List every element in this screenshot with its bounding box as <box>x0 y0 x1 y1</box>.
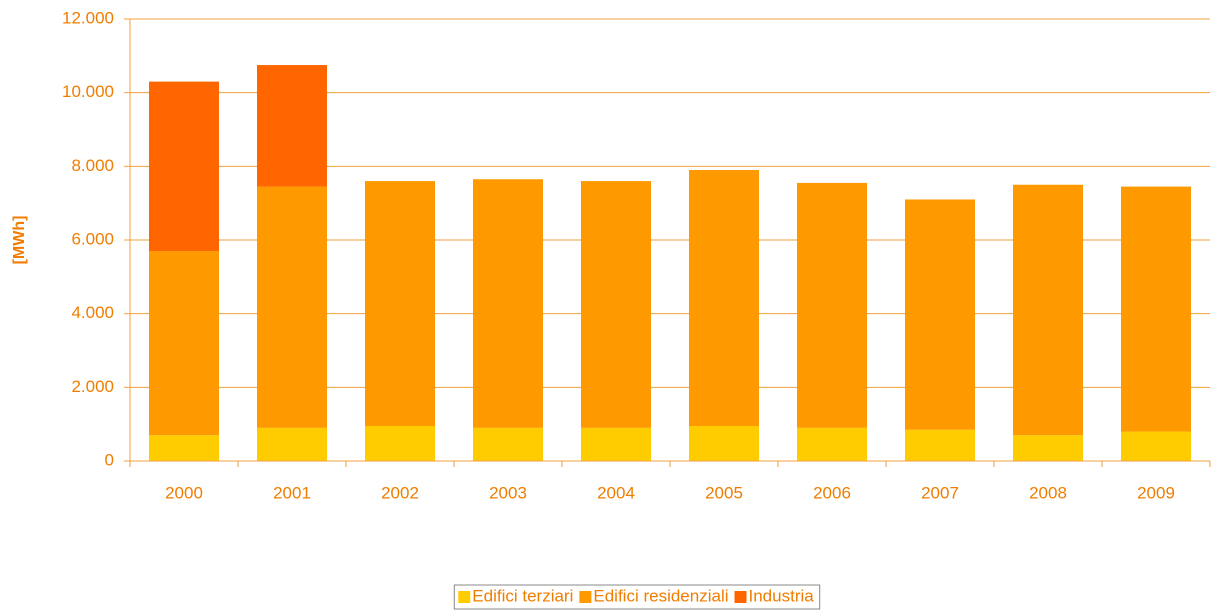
legend-label: Industria <box>749 586 815 605</box>
x-tick-label: 2006 <box>813 483 851 502</box>
y-tick-label: 6.000 <box>71 229 114 248</box>
legend-label: Edifici residenziali <box>593 586 728 605</box>
bar-segment <box>689 170 759 427</box>
legend-box <box>453 584 821 610</box>
legend: Edifici terziari Edifici residenziali Indu… <box>453 584 821 610</box>
y-tick-label: 12.000 <box>62 8 114 27</box>
x-tick-label: 2002 <box>381 483 419 502</box>
legend-label: Edifici terziari <box>472 586 573 605</box>
bar-segment <box>257 65 327 187</box>
y-tick-label: 2.000 <box>71 377 114 396</box>
legend-swatch <box>579 591 592 603</box>
bar-segment <box>905 429 975 461</box>
legend-swatch <box>734 591 747 603</box>
y-tick-label: 8.000 <box>71 156 114 175</box>
bar-segment <box>365 181 435 427</box>
bar-segment <box>473 427 543 461</box>
bar-segment <box>689 426 759 461</box>
x-tick-label: 2004 <box>597 483 635 502</box>
bar-segment <box>905 199 975 430</box>
bar-segment <box>365 426 435 461</box>
bar-segment <box>1013 184 1083 436</box>
x-tick-label: 2000 <box>165 483 203 502</box>
bar-segment <box>581 427 651 461</box>
x-tick-label: 2005 <box>705 483 743 502</box>
legend-swatch <box>458 591 471 603</box>
bar-segment <box>149 251 219 436</box>
bar-segment <box>257 427 327 461</box>
y-tick-label: 0 <box>105 450 114 469</box>
bar-segment <box>473 179 543 428</box>
x-tick-label: 2008 <box>1029 483 1067 502</box>
bar-segment <box>149 435 219 461</box>
bar-segment <box>1013 435 1083 461</box>
bar-segment <box>1121 186 1191 432</box>
x-tick-label: 2009 <box>1137 483 1175 502</box>
x-tick-label: 2003 <box>489 483 527 502</box>
bar-segment <box>797 427 867 461</box>
x-tick-label: 2007 <box>921 483 959 502</box>
y-axis-label: [MWh] <box>11 216 28 265</box>
x-tick-label: 2001 <box>273 483 311 502</box>
y-tick-label: 4.000 <box>71 303 114 322</box>
y-tick-label: 10.000 <box>62 82 114 101</box>
bar-segment <box>797 182 867 428</box>
bar-segment <box>1121 431 1191 461</box>
bar-segment <box>581 181 651 428</box>
bar-segment <box>257 186 327 428</box>
bar-segment <box>149 81 219 252</box>
